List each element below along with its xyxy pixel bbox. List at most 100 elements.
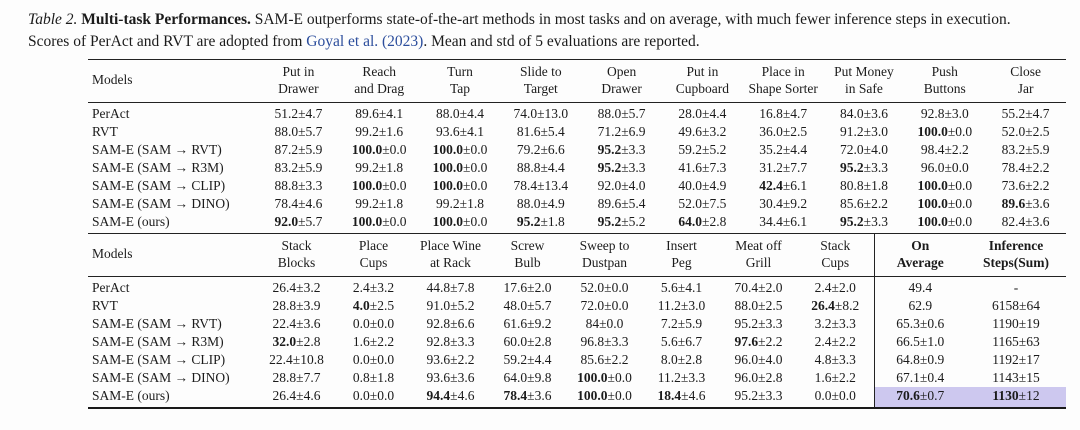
column-header-screw-bulb: Screw Bulb [489, 233, 566, 277]
citation-link[interactable]: Goyal et al. (2023) [306, 32, 424, 50]
std-value: 1.0 [927, 334, 945, 349]
mean-value: 95.2 [516, 214, 541, 229]
score-cell: 28.8±7.7 [272, 370, 321, 385]
column-header-stack-cups: Stack Cups [797, 233, 874, 277]
mean-value: 99.2 [436, 196, 460, 211]
score-cell: 55.2±4.7 [1001, 106, 1050, 121]
std-value: 0.0 [377, 388, 395, 403]
mean-value: 98.4 [920, 142, 945, 157]
std-value: 2.2 [838, 334, 856, 349]
column-header-models: Models [88, 59, 258, 103]
mean-value: 92.8 [426, 316, 451, 331]
mean-value: 89.6 [1001, 196, 1026, 211]
mean-value: 52.0 [580, 280, 605, 295]
std-value: 0.0 [470, 178, 488, 193]
score-cell: 62.9 [873, 297, 966, 315]
mean-value: 96.0 [734, 370, 759, 385]
score-cell: 92.0±5.7 [274, 214, 323, 229]
mean-value: 72.0 [840, 142, 864, 157]
mean-value: 73.6 [1001, 178, 1026, 193]
std-value: 0.0 [838, 388, 856, 403]
std-value: 19 [1026, 316, 1040, 331]
std-value: 0.4 [927, 370, 945, 385]
score-cell: 78.4±2.2 [1001, 160, 1050, 175]
std-value: 0.0 [389, 178, 407, 193]
model-name-cell: RVT [92, 298, 118, 313]
score-cell: 96.8±3.3 [580, 334, 629, 349]
score-cell: 28.8±3.9 [272, 298, 321, 313]
score-cell: 95.2±5.2 [597, 214, 646, 229]
std-value: 2.2 [765, 334, 783, 349]
std-value: 2.2 [457, 352, 475, 367]
score-cell: 96.0±2.8 [734, 370, 783, 385]
mean-value: 52.0 [1001, 124, 1026, 139]
std-value: 2.0 [838, 280, 856, 295]
score-cell: 49.4 [873, 276, 966, 297]
score-cell: 95.2±3.3 [734, 388, 783, 403]
std-value: 15 [1026, 370, 1040, 385]
std-value: 0.0 [470, 214, 488, 229]
std-value: 6.1 [790, 178, 808, 193]
mean-value: 70.4 [734, 280, 759, 295]
std-value: 7.7 [790, 160, 808, 175]
score-cell: 1130±12 [966, 387, 1066, 408]
table-row: SAM-E (SAM → CLIP) 88.8±3.3 100.0±0.0 100.0… [88, 177, 1066, 195]
score-cell: 26.4±4.6 [272, 388, 321, 403]
column-header-stack-blocks: Stack Blocks [258, 233, 335, 277]
score-cell: 95.2±3.3 [597, 160, 646, 175]
mean-value: 5.6 [660, 334, 678, 349]
score-cell: 84±0.0 [585, 316, 624, 331]
table-row: RVT 88.0±5.7 99.2±1.6 93.6±4.1 81.6±5.4 71.2±… [88, 123, 1066, 141]
score-cell: 41.6±7.3 [678, 160, 727, 175]
mean-value: 28.8 [272, 298, 297, 313]
score-cell: 100.0±0.0 [351, 142, 407, 157]
score-cell: 16.8±4.7 [759, 106, 808, 121]
score-cell: 4.0±2.5 [352, 298, 395, 313]
score-cell: 52.0±2.5 [1001, 124, 1050, 139]
model-name-cell: SAM-E (SAM → DINO) [92, 370, 230, 385]
mean-value: 91.2 [840, 124, 864, 139]
score-cell: 65.3±0.6 [873, 315, 966, 333]
mean-value: 80.8 [840, 178, 864, 193]
score-cell: 93.6±3.6 [426, 370, 475, 385]
score-cell: 7.2±5.9 [660, 316, 703, 331]
std-value: 4.0 [765, 352, 783, 367]
std-value: 8.2 [842, 298, 860, 313]
std-value: 5.9 [305, 160, 323, 175]
mean-value: 87.2 [274, 142, 299, 157]
mean-value: 28.8 [272, 370, 297, 385]
mean-value: 82.4 [1001, 214, 1026, 229]
std-value: 2.0 [534, 280, 552, 295]
mean-value: 0.0 [352, 316, 370, 331]
std-value: 2.8 [765, 370, 783, 385]
std-value: 3.3 [457, 334, 475, 349]
score-cell: 72.0±4.0 [840, 142, 888, 157]
mean-value: 60.0 [503, 334, 528, 349]
score-cell: 4.8±3.3 [814, 352, 856, 367]
std-value: 7.3 [709, 160, 727, 175]
mean-value: 52.0 [678, 196, 703, 211]
mean-value: 88.8 [516, 160, 541, 175]
score-cell: 99.2±1.8 [355, 160, 404, 175]
std-value: 0.0 [470, 142, 488, 157]
mean-value: 0.0 [352, 352, 370, 367]
column-header-insert-peg: Insert Peg [643, 233, 720, 277]
score-cell: 100.0±0.0 [577, 388, 632, 403]
score-cell: 96.0±0.0 [920, 160, 969, 175]
header-row: Models Put in Drawer Reach and Drag Turn Tap Sl… [88, 59, 1066, 103]
score-cell: 1143±15 [992, 370, 1040, 385]
model-name-cell: SAM-E (SAM → RVT) [92, 142, 222, 157]
std-value: 4.1 [467, 124, 484, 139]
table-row: PerAct 51.2±4.7 89.6±4.1 88.0±4.4 74.0±13.0 8… [88, 103, 1066, 124]
mean-value: 0.0 [814, 388, 832, 403]
score-cell: - [966, 277, 1066, 298]
score-cell: 26.4±8.2 [811, 298, 860, 313]
mean-value: 31.2 [759, 160, 783, 175]
std-value: 3.2 [709, 124, 727, 139]
score-cell: 35.2±4.4 [759, 142, 808, 157]
std-value: 2.2 [611, 352, 629, 367]
std-value: 2.8 [534, 334, 552, 349]
mean-value: 3.2 [814, 316, 832, 331]
score-cell: 100.0±0.0 [917, 214, 973, 229]
mean-value: 96.0 [734, 352, 759, 367]
